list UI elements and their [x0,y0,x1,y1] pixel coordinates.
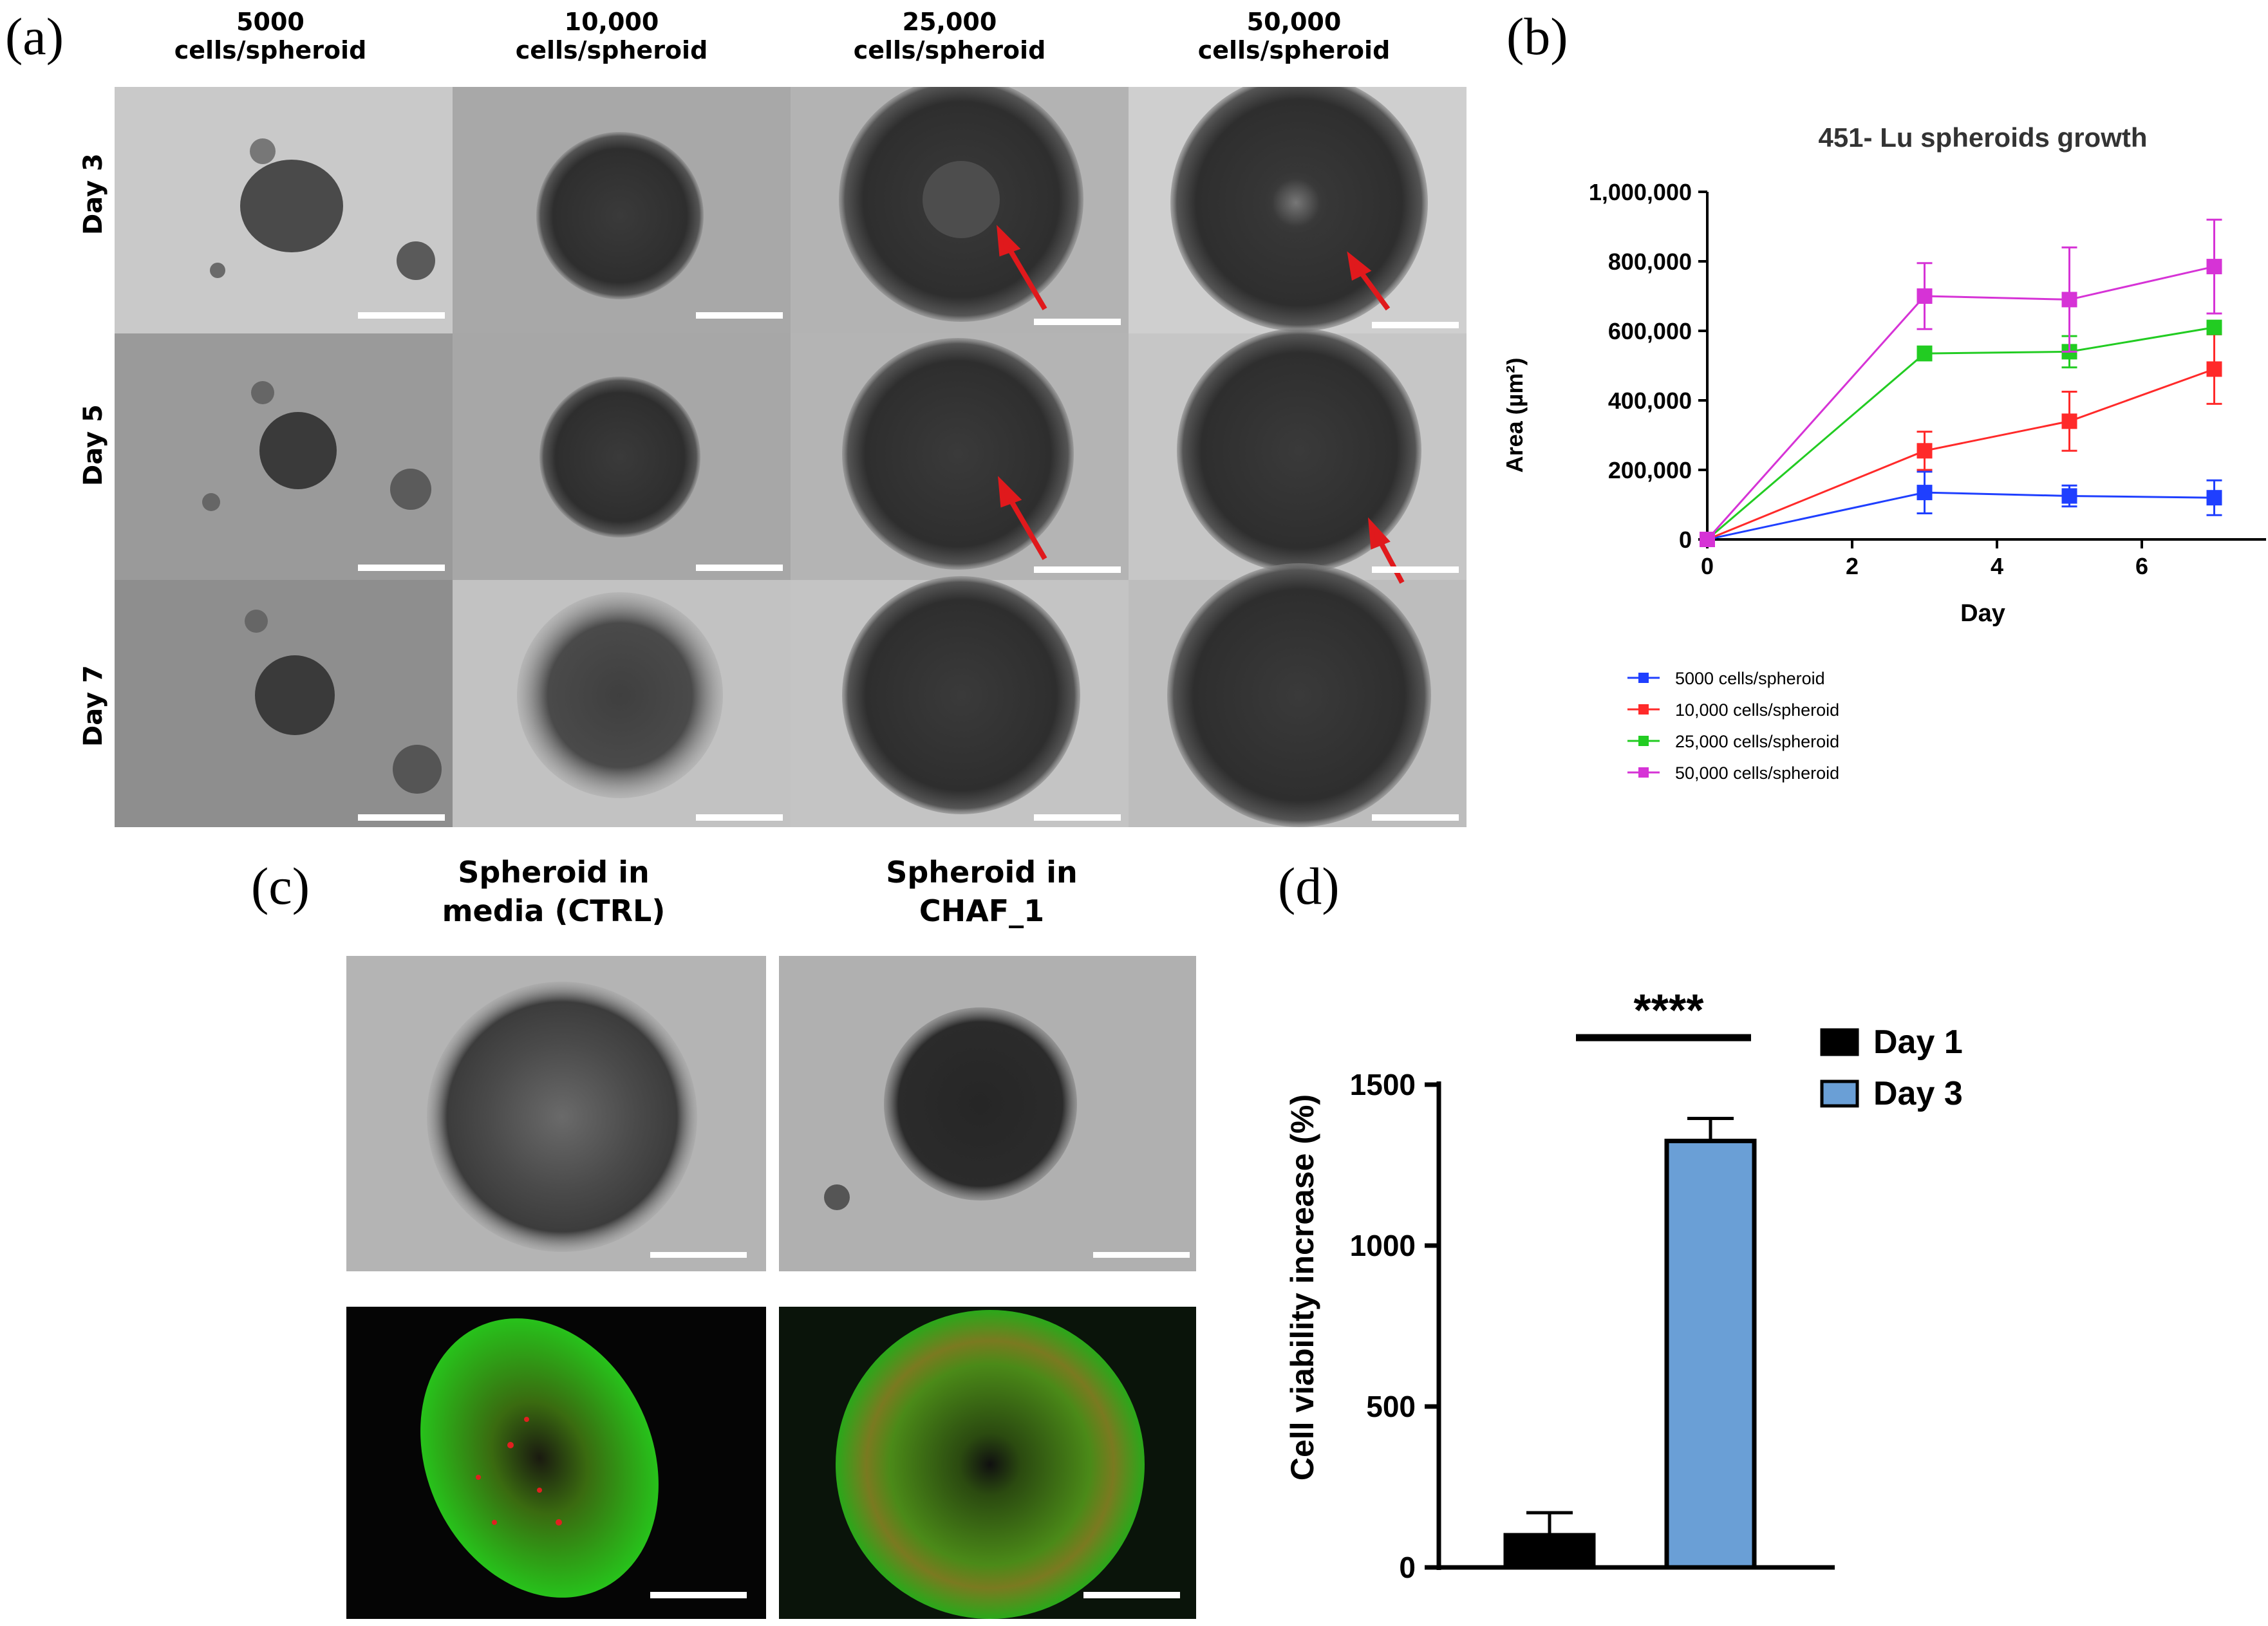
panel-c-header-chaf: Spheroid in CHAF_1 [776,853,1188,930]
viability-bar-1 [1503,1533,1596,1570]
growth-legend-marker [1638,673,1649,683]
growth-point [2206,361,2222,377]
growth-legend-marker [1638,767,1649,778]
growth-point [2206,259,2222,275]
growth-chart-xlabel: Day [1960,600,2005,627]
panel-c-header-ctrl: Spheroid in media (CTRL) [348,853,760,930]
red-arrows [997,225,1405,584]
growth-chart-ytick-label: 1,000,000 [1589,179,1692,205]
growth-legend-marker [1638,736,1649,746]
scale-bars [358,312,1459,821]
col-header-3: 25,000 cells/spheroid [782,8,1117,64]
growth-chart-title: 451- Lu spheroids growth [1818,122,2147,153]
growth-point [2061,292,2077,308]
significance-stars: **** [1634,985,1705,1035]
growth-point [2061,413,2077,429]
growth-point [1917,288,1933,304]
growth-point [2061,488,2077,504]
panel-c-images [346,956,1196,1619]
col-header-4-line1: 50,000 [1246,8,1342,36]
growth-series-line-4 [1706,265,2215,540]
viability-chart-ylabel: Cell viability increase (%) [1284,1094,1320,1481]
col-header-2: 10,000 cells/spheroid [444,8,779,64]
micrograph-grid [115,87,1467,827]
col-header-2-line2: cells/spheroid [515,36,708,64]
row-header-day5: Day 5 [79,404,108,486]
row-header-day7: Day 7 [79,665,108,747]
viability-legend-swatch [1820,1079,1859,1108]
growth-legend-label: 5000 cells/spheroid [1675,669,1825,688]
panel-c-header-ctrl-line1: Spheroid in [458,855,650,890]
viability-legend-swatch [1820,1028,1859,1056]
growth-chart-ytick-label: 200,000 [1608,457,1692,483]
panel-d-letter: (d) [1278,857,1340,915]
viability-ytick-label: 500 [1366,1390,1416,1423]
growth-point [2206,490,2222,506]
growth-series-line-1 [1707,491,2215,541]
growth-chart-ytick-label: 600,000 [1608,318,1692,344]
col-header-4: 50,000 cells/spheroid [1127,8,1461,64]
growth-legend-label: 50,000 cells/spheroid [1675,763,1839,783]
col-header-3-line2: cells/spheroid [853,36,1046,64]
growth-legend-label: 25,000 cells/spheroid [1675,732,1839,751]
panel-c-header-chaf-line2: CHAF_1 [919,893,1045,928]
panel-c-letter: (c) [251,857,310,915]
growth-point [2206,319,2222,335]
viability-ytick-label: 1000 [1350,1229,1416,1262]
growth-chart-xtick-label: 6 [2135,553,2148,579]
growth-chart-xtick-label: 2 [1846,553,1859,579]
growth-chart-ytick-label: 800,000 [1608,248,1692,275]
viability-legend-label: Day 1 [1873,1023,1963,1061]
growth-legend-label: 10,000 cells/spheroid [1675,700,1839,720]
panel-a-letter: (a) [5,7,64,66]
growth-series-line-2 [1707,368,2215,541]
col-header-3-line1: 25,000 [902,8,997,36]
growth-point [1700,532,1715,547]
panel-c-header-ctrl-line2: media (CTRL) [442,893,666,928]
growth-point [1917,443,1933,459]
panel-b-letter: (b) [1506,7,1568,66]
col-header-4-line2: cells/spheroid [1197,36,1391,64]
col-header-1: 5000 cells/spheroid [103,8,438,64]
viability-chart: Cell viability increase (%) **** 0 500 100… [1284,985,1963,1584]
growth-legend-marker [1638,704,1649,715]
growth-series-line-3 [1707,326,2215,541]
growth-chart-xtick-label: 0 [1701,553,1714,579]
growth-point [1917,485,1933,501]
viability-ytick-label: 1500 [1350,1068,1416,1101]
growth-point [1917,346,1933,362]
row-header-day3: Day 3 [79,153,108,235]
viability-legend-label: Day 3 [1873,1075,1963,1112]
growth-chart: 451- Lu spheroids growth Area (µm²) Day … [1506,122,2266,783]
growth-chart-xtick-label: 4 [1991,553,2003,579]
growth-chart-ylabel: Area (µm²) [1506,358,1528,473]
col-header-1-line1: 5000 [236,8,305,36]
col-header-2-line1: 10,000 [564,8,659,36]
col-header-1-line2: cells/spheroid [174,36,367,64]
panel-c-header-chaf-line1: Spheroid in [886,855,1078,890]
growth-chart-ytick-label: 400,000 [1608,388,1692,414]
growth-chart-ytick-label: 0 [1679,527,1692,553]
viability-ytick-label: 0 [1399,1551,1416,1584]
viability-bar-2 [1664,1139,1757,1570]
